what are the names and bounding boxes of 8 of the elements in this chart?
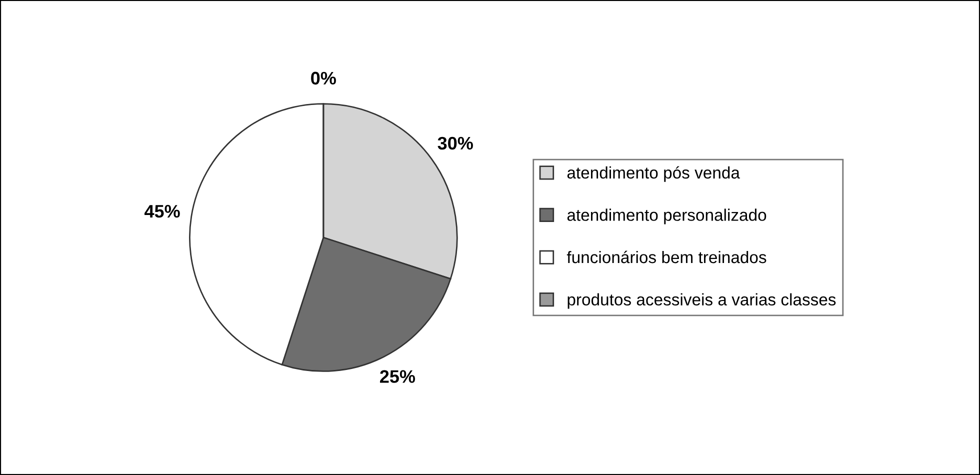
legend-label: atendimento pós venda: [567, 166, 740, 182]
data-label: 45%: [144, 204, 180, 218]
legend-label: funcionários bem treinados: [566, 250, 766, 264]
data-label: 30%: [438, 136, 473, 150]
data-label: 25%: [380, 370, 416, 383]
legend-label: produtos acessiveis a varias classes: [568, 293, 836, 309]
text: 0%: [311, 72, 336, 85]
legend-label: atendimento personalizado: [567, 208, 766, 224]
